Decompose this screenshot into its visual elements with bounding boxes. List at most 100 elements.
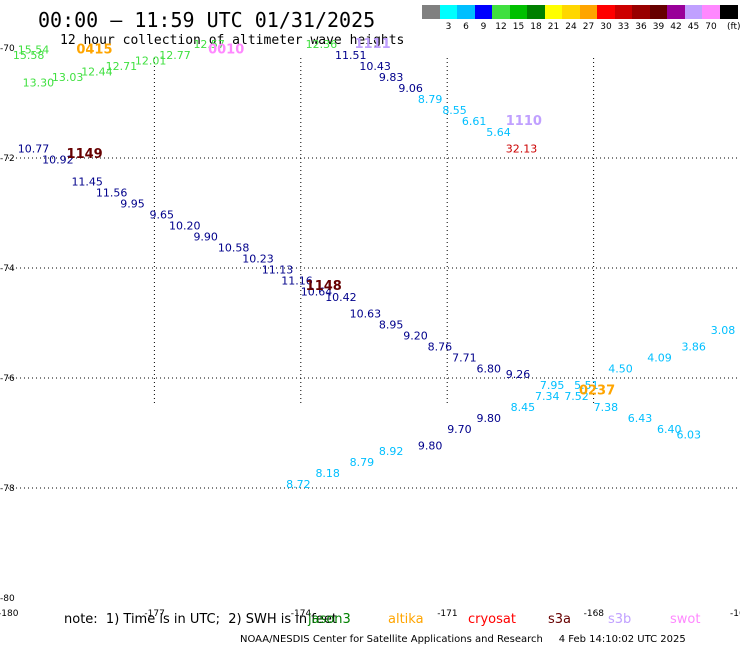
legend-label: 39 [652,22,665,32]
wave-height-value: 9.06 [398,82,423,95]
legend-swatch [579,5,598,19]
legend-swatch [649,5,668,19]
wave-height-value: 32.13 [506,143,538,156]
wave-height-value: 12.44 [81,66,113,79]
legend-swatch [457,5,475,19]
legend-swatch [544,5,563,19]
wave-height-value: 9.70 [447,423,472,436]
wave-height-value: 6.61 [462,115,487,128]
wave-height-value: 11.13 [262,264,294,277]
pass-time-label: 0237 [579,384,615,399]
legend-swatch [667,5,685,19]
wave-height-value: 9.90 [193,231,218,244]
legend-label: 6 [463,22,469,32]
wave-height-value: 12.57 [193,38,225,51]
wave-height-value: 10.42 [325,291,357,304]
legend-swatch [719,5,738,19]
pass-time-label: 1110 [506,114,542,129]
wave-height-value: 8.79 [418,93,443,106]
wave-height-value: 10.63 [350,308,382,321]
wave-height-value: 12.01 [135,55,167,68]
wave-height-value: 9.95 [120,198,144,211]
wave-height-value: 9.83 [379,71,404,84]
wave-height-value: 10.23 [242,253,273,266]
wave-height-value: 10.20 [169,220,201,233]
pass-time-label: 1148 [306,279,342,294]
legend-label: 21 [547,22,560,32]
wave-height-value: 5.64 [486,126,511,139]
legend-swatch [562,5,580,19]
wave-height-value: 6.80 [476,363,501,376]
lat-tick-label: -80 [0,594,15,604]
map-title: 00:00 – 11:59 UTC 01/31/2025 [38,8,376,32]
wave-height-value: 6.43 [628,412,653,425]
wave-height-value: 8.18 [315,467,340,480]
satellite-label-s3a: s3a [548,612,572,627]
wave-height-value: 10.58 [218,242,250,255]
wave-height-value: 8.55 [442,104,467,117]
legend-label: 70 [705,22,717,32]
wave-height-value: 8.92 [379,445,404,458]
wave-height-value: 12.71 [106,60,138,73]
wave-height-value: 10.92 [42,154,74,167]
lat-tick-label: -76 [0,374,15,384]
lat-tick-label: -78 [0,484,15,494]
footer-credit: NOAA/NESDIS Center for Satellite Applica… [240,634,686,645]
lat-tick-label: -70 [0,44,15,54]
wave-height-value: 8.45 [511,401,536,414]
wave-height-value: 13.30 [23,77,55,90]
wave-height-value: 7.38 [594,401,619,414]
lon-tick-label: -171 [437,609,457,619]
legend-swatch [632,5,650,19]
legend-swatch [509,5,528,19]
legend-swatch [614,5,633,19]
pass-time-label: 1149 [67,147,103,162]
wave-height-value: 10.64 [301,286,333,299]
legend-swatch [474,5,493,19]
wave-height-value: 9.20 [403,330,428,343]
legend-label: 30 [600,22,612,32]
legend-label: 18 [530,22,542,32]
wave-height-value: 7.95 [540,379,565,392]
pass-time-label: 1111 [354,37,390,52]
legend-label: 12 [495,22,507,32]
wave-height-value: 9.26 [506,368,531,381]
wave-height-value: 8.72 [286,478,311,491]
wave-height-value: 7.71 [452,352,477,365]
wave-height-value: 13.03 [52,71,84,84]
wave-height-value: 9.80 [418,440,443,453]
map-subtitle: 12 hour collection of altimeter wave hei… [60,33,405,48]
satellite-label-altika: altika [388,612,424,627]
footer-note: note: 1) Time is in UTC; 2) SWH is in fe… [64,612,337,627]
legend-label: 45 [687,22,700,32]
legend-label: 27 [582,22,595,32]
wave-height-value: 10.43 [359,60,391,73]
legend-swatch [492,5,510,19]
legend-label: 9 [480,22,487,32]
legend-label: 42 [670,22,682,32]
wave-height-value: 6.03 [677,429,702,442]
wave-height-value: 11.56 [96,187,128,200]
wave-height-value: 11.16 [281,275,313,288]
legend-swatch [527,5,545,19]
pass-time-label: 0010 [208,43,244,58]
wave-height-value: 9.65 [150,209,175,222]
wave-height-value: 11.51 [335,49,367,62]
lon-tick-label: -177 [144,609,164,619]
wave-height-value: 8.95 [379,319,404,332]
wave-height-value: 5.51 [574,379,599,392]
legend-label: 3 [445,22,452,32]
legend-label: 33 [617,22,630,32]
wave-height-value: 12.77 [159,49,191,62]
lon-tick-label: -180 [0,609,19,619]
lat-tick-label: -74 [0,264,15,274]
wave-height-value: 12.36 [306,38,338,51]
wave-height-value: 6.40 [657,423,682,436]
legend-swatch [597,5,615,19]
satellite-label-swot: swot [670,612,701,627]
legend-swatch [684,5,703,19]
wave-height-value: 10.77 [18,143,50,156]
legend-swatch [422,5,440,19]
legend-label: 15 [512,22,525,32]
